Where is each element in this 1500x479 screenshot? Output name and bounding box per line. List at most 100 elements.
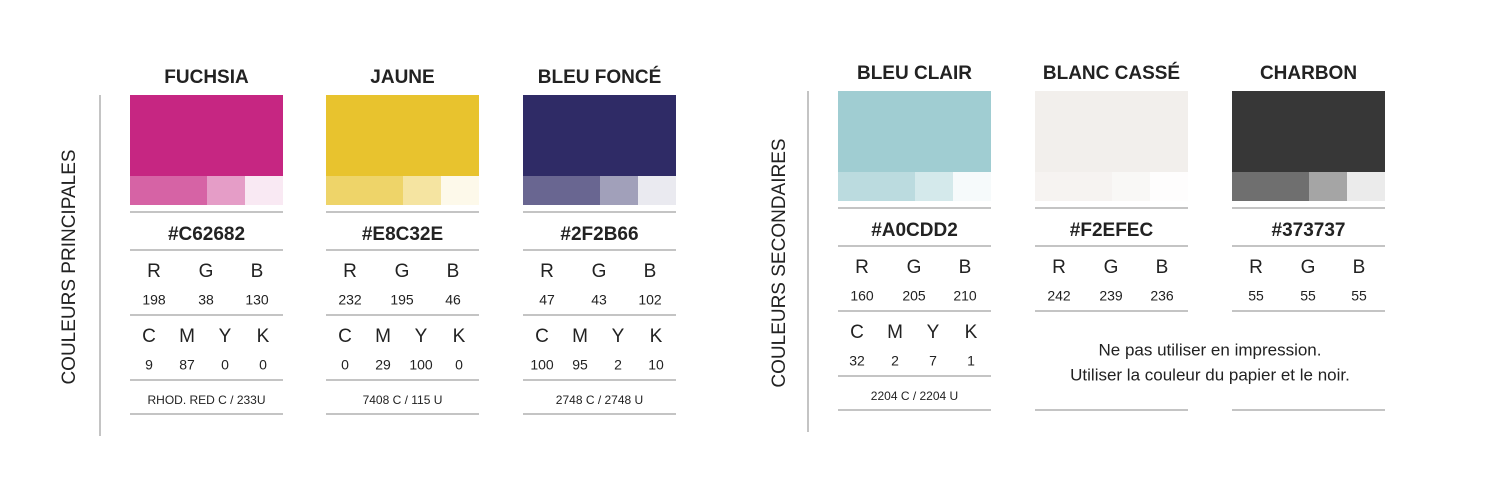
rgb-letter: B xyxy=(1156,257,1169,278)
cmyk-letter: M xyxy=(179,326,195,347)
rgb-value: 38 xyxy=(198,292,214,308)
rgb-letter: R xyxy=(855,257,869,278)
color-name: BLEU CLAIR xyxy=(857,63,972,84)
cmyk-value: 32 xyxy=(849,353,865,369)
cmyk-value: 7 xyxy=(929,353,937,369)
swatch-tint xyxy=(915,172,953,201)
cmyk-letter: Y xyxy=(415,326,428,347)
cmyk-value: 29 xyxy=(375,357,391,373)
rgb-value: 46 xyxy=(445,292,461,308)
cmyk-letter: K xyxy=(453,326,466,347)
pantone: 7408 C / 115 U xyxy=(363,393,443,407)
rgb-letter: G xyxy=(907,257,922,278)
swatch-tint xyxy=(326,176,403,205)
cmyk-value: 0 xyxy=(221,357,229,373)
pantone: RHOD. RED C / 233U xyxy=(147,393,265,407)
swatch-tint xyxy=(1035,172,1112,201)
swatch-tint xyxy=(1309,172,1347,201)
cmyk-value: 87 xyxy=(179,357,195,373)
cmyk-value: 100 xyxy=(530,357,554,373)
rgb-value: 47 xyxy=(539,292,555,308)
swatch-tint xyxy=(523,176,600,205)
swatch-tint xyxy=(638,176,676,205)
color-name: BLANC CASSÉ xyxy=(1043,62,1180,84)
rgb-letter: B xyxy=(447,261,460,282)
rgb-letter: R xyxy=(1052,257,1066,278)
rgb-letter: R xyxy=(147,261,161,282)
note: Ne pas utiliser en impression. xyxy=(1099,340,1322,359)
hex-code: #E8C32E xyxy=(362,224,443,245)
cmyk-value: 1 xyxy=(967,353,975,369)
rgb-value: 195 xyxy=(390,292,414,308)
color-name: CHARBON xyxy=(1260,63,1357,84)
rgb-value: 210 xyxy=(953,288,977,304)
rgb-value: 55 xyxy=(1248,288,1264,304)
hex-code: #F2EFEC xyxy=(1070,220,1154,241)
cmyk-letter: C xyxy=(142,326,156,347)
rgb-value: 102 xyxy=(638,292,662,308)
hex-code: #C62682 xyxy=(168,224,245,245)
swatch xyxy=(326,95,479,176)
swatch-tint xyxy=(600,176,638,205)
rgb-letter: R xyxy=(540,261,554,282)
swatch-tint xyxy=(1150,172,1188,201)
rgb-letter: R xyxy=(343,261,357,282)
cmyk-value: 0 xyxy=(455,357,463,373)
swatch xyxy=(1232,91,1385,172)
swatch-tint xyxy=(953,172,991,201)
rgb-value: 130 xyxy=(245,292,269,308)
pantone: 2204 C / 2204 U xyxy=(871,389,958,403)
rgb-value: 43 xyxy=(591,292,607,308)
cmyk-letter: K xyxy=(257,326,270,347)
cmyk-letter: Y xyxy=(927,322,940,343)
swatch-tint xyxy=(441,176,479,205)
swatch xyxy=(523,95,676,176)
rgb-value: 239 xyxy=(1099,288,1123,304)
cmyk-value: 95 xyxy=(572,357,588,373)
hex-code: #2F2B66 xyxy=(560,224,638,245)
group-label: COULEURS PRINCIPALES xyxy=(59,149,80,384)
swatch-tint xyxy=(1232,172,1309,201)
color-name: FUCHSIA xyxy=(164,67,249,88)
rgb-value: 205 xyxy=(902,288,926,304)
rgb-letter: G xyxy=(199,261,214,282)
cmyk-letter: M xyxy=(887,322,903,343)
swatch-tint xyxy=(1112,172,1150,201)
cmyk-letter: C xyxy=(850,322,864,343)
rgb-letter: B xyxy=(644,261,657,282)
rgb-letter: G xyxy=(592,261,607,282)
rgb-letter: G xyxy=(1301,257,1316,278)
cmyk-value: 2 xyxy=(614,357,622,373)
cmyk-letter: Y xyxy=(219,326,232,347)
swatch-tint xyxy=(403,176,441,205)
cmyk-letter: K xyxy=(965,322,978,343)
swatch xyxy=(838,91,991,172)
rgb-value: 160 xyxy=(850,288,874,304)
color-name: BLEU FONCÉ xyxy=(538,66,662,88)
cmyk-letter: M xyxy=(375,326,391,347)
rgb-letter: B xyxy=(251,261,264,282)
note: Utiliser la couleur du papier et le noir… xyxy=(1070,365,1350,384)
swatch-tint xyxy=(838,172,915,201)
pantone: 2748 C / 2748 U xyxy=(556,393,643,407)
cmyk-letter: C xyxy=(535,326,549,347)
rgb-value: 232 xyxy=(338,292,362,308)
rgb-letter: R xyxy=(1249,257,1263,278)
rgb-value: 198 xyxy=(142,292,166,308)
rgb-letter: G xyxy=(1104,257,1119,278)
swatch-tint xyxy=(130,176,207,205)
swatch-tint xyxy=(245,176,283,205)
rgb-value: 55 xyxy=(1351,288,1367,304)
cmyk-value: 0 xyxy=(341,357,349,373)
group-label: COULEURS SECONDAIRES xyxy=(769,138,790,387)
rgb-value: 236 xyxy=(1150,288,1174,304)
rgb-value: 242 xyxy=(1047,288,1071,304)
rgb-letter: B xyxy=(959,257,972,278)
cmyk-letter: M xyxy=(572,326,588,347)
swatch xyxy=(1035,91,1188,172)
swatch-tint xyxy=(207,176,245,205)
color-name: JAUNE xyxy=(370,67,434,88)
cmyk-value: 10 xyxy=(648,357,664,373)
cmyk-value: 100 xyxy=(409,357,433,373)
